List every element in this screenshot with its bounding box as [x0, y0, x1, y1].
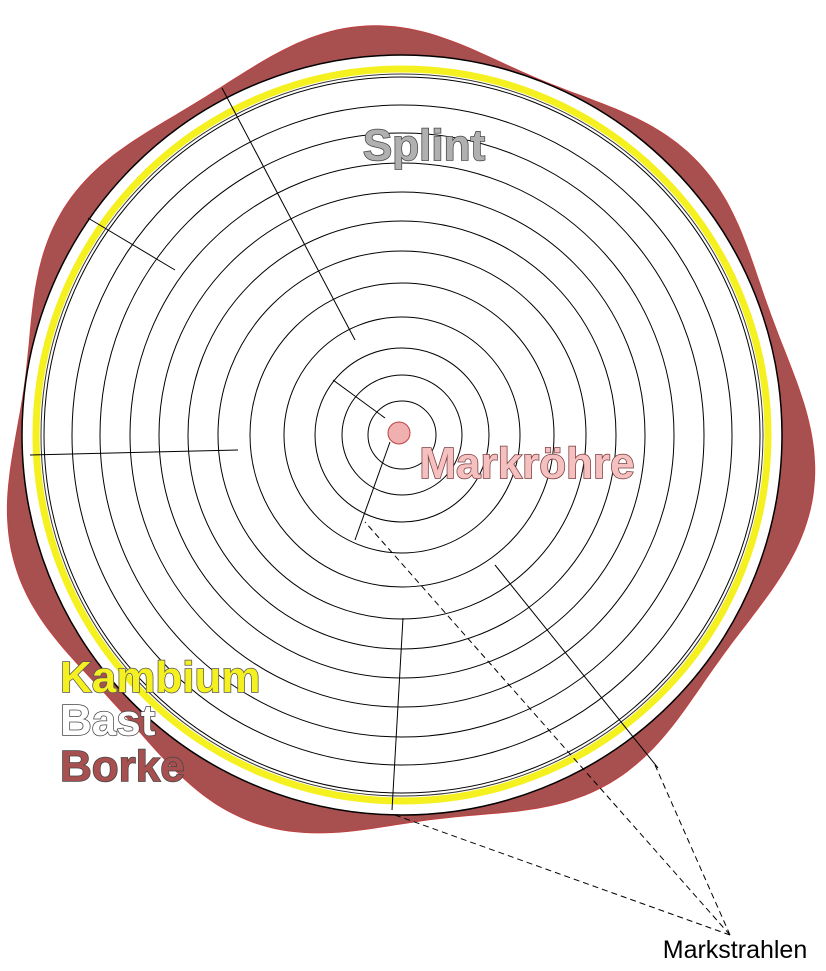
markroehre: [388, 422, 410, 444]
label-splint: Splint: [363, 121, 486, 170]
label-borke: Borke: [60, 742, 185, 791]
pointer: [395, 815, 730, 935]
tree-cross-section: Splint Markröhre Kambium Bast Borke Mark…: [0, 0, 826, 971]
label-markroehre: Markröhre: [419, 439, 634, 488]
label-markstrahlen: Markstrahlen: [663, 936, 808, 964]
pointer: [655, 765, 730, 935]
label-kambium: Kambium: [60, 653, 260, 702]
label-bast: Bast: [60, 696, 156, 745]
